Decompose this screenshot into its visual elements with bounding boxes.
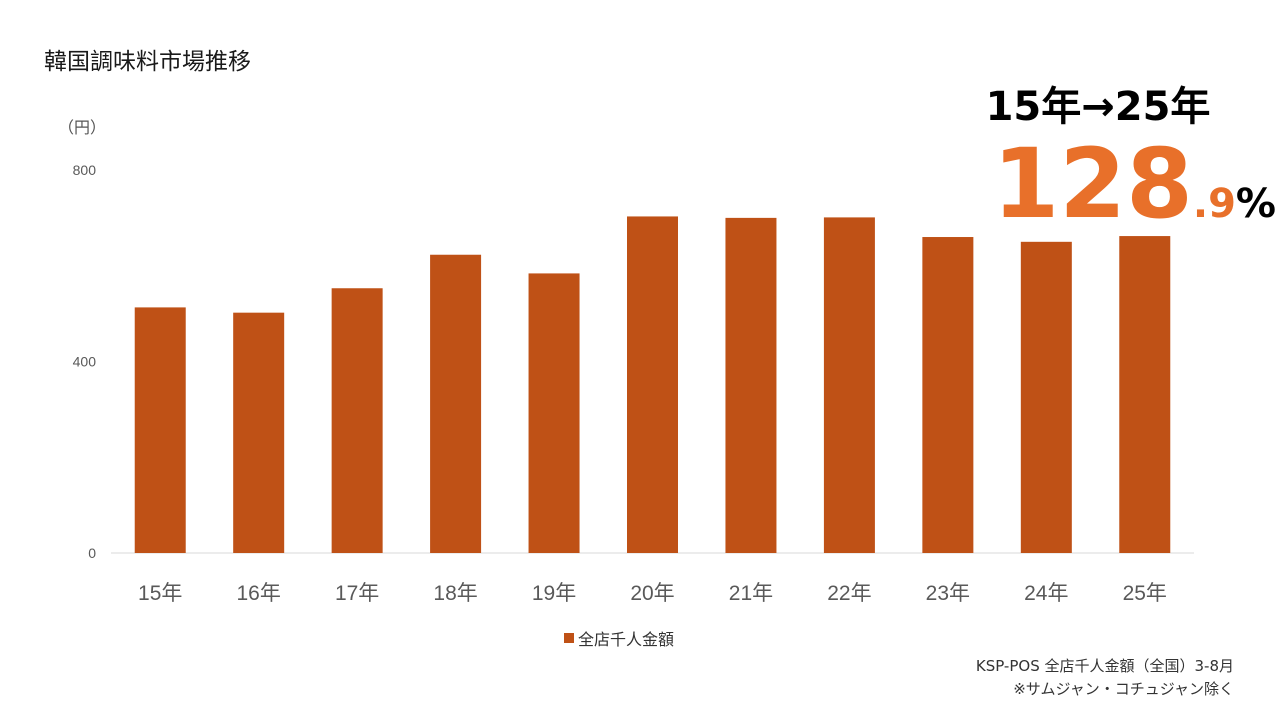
bar-16年	[233, 312, 285, 553]
source-note: KSP-POS 全店千人金額（全国）3-8月 ※サムジャン・コチュジャン除く	[976, 655, 1234, 701]
x-tick-label: 22年	[827, 582, 871, 605]
x-tick-label: 18年	[433, 582, 477, 605]
legend-swatch	[564, 633, 574, 643]
bar-18年	[430, 254, 482, 553]
y-axis-label: （円）	[58, 119, 106, 137]
x-tick-label: 15年	[138, 582, 182, 605]
source-line-1: KSP-POS 全店千人金額（全国）3-8月	[975, 657, 1234, 675]
bar-23年	[922, 237, 974, 553]
growth-decimal: .9	[1192, 181, 1236, 227]
x-tick-label: 24年	[1024, 582, 1068, 605]
bars	[134, 216, 1171, 554]
y-tick-label: 400	[73, 354, 97, 370]
legend-label: 全店千人金額	[578, 630, 675, 649]
source-line-2: ※サムジャン・コチュジャン除く	[1013, 680, 1234, 698]
growth-period: 15年→25年	[985, 84, 1211, 130]
bar-15年	[134, 307, 186, 553]
x-tick-label: 25年	[1123, 582, 1167, 605]
bar-24年	[1020, 241, 1072, 553]
y-tick-label: 800	[73, 162, 97, 178]
bar-17年	[331, 288, 383, 553]
growth-unit: %	[1235, 181, 1276, 227]
bar-22年	[823, 217, 875, 554]
growth-rate: 128.9%	[993, 128, 1277, 240]
x-tick-label: 23年	[926, 582, 970, 605]
bar-21年	[725, 217, 777, 553]
x-tick-label: 17年	[335, 582, 379, 605]
bar-25年	[1119, 236, 1171, 553]
y-tick-label: 0	[88, 545, 96, 561]
legend: 全店千人金額	[564, 626, 674, 650]
x-tick-label: 21年	[729, 582, 773, 605]
x-tick-label: 16年	[237, 582, 281, 605]
bar-20年	[627, 216, 678, 553]
x-tick-label: 20年	[630, 582, 674, 605]
chart-title: 韓国調味料市場推移	[44, 49, 251, 75]
x-ticks: 15年 16年 17年 18年 19年 20年 21年 22年 23年 24年 25年	[138, 582, 1167, 605]
bar-19年	[528, 273, 580, 553]
x-tick-label: 19年	[532, 582, 576, 605]
growth-integer: 128	[992, 128, 1193, 240]
y-ticks: 0 400 800	[73, 162, 97, 561]
